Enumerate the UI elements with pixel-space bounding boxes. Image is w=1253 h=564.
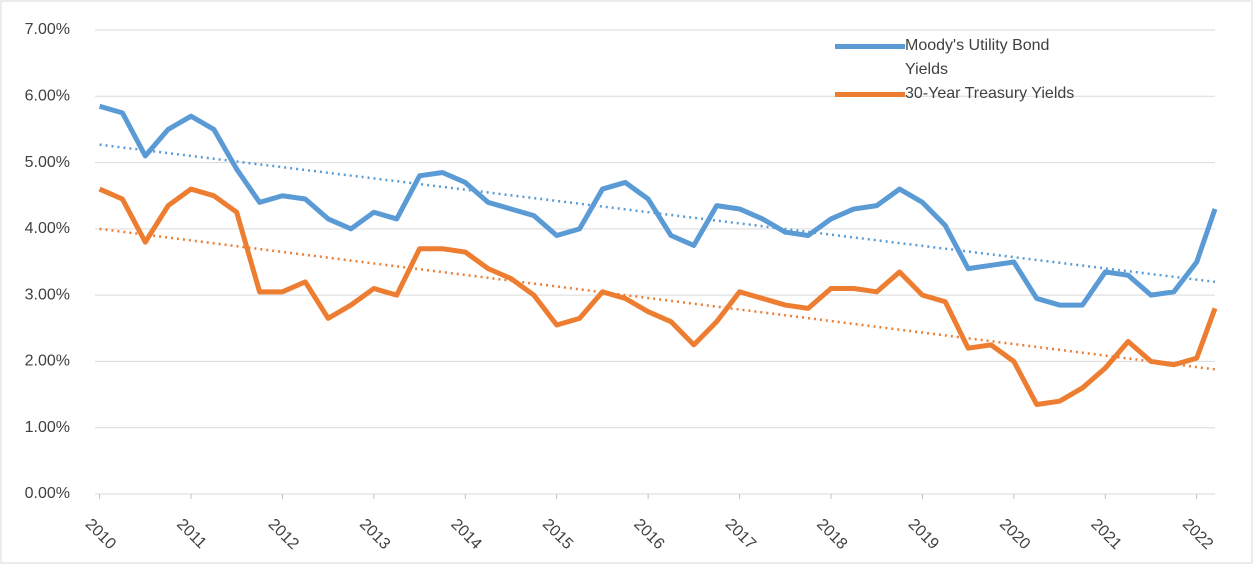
legend-label: Moody's Utility Bond Yields — [905, 37, 1050, 78]
legend-label: 30-Year Treasury Yields — [905, 85, 1075, 102]
x-tick-label: 2015 — [539, 516, 576, 553]
y-tick-label: 4.00% — [25, 220, 70, 237]
legend: Moody's Utility Bond Yields 30-Year Treas… — [835, 34, 1095, 106]
legend-swatch — [835, 92, 905, 97]
x-tick-label: 2012 — [265, 516, 302, 553]
trend-line — [99, 227, 1216, 371]
x-tick-label: 2011 — [173, 516, 209, 552]
y-tick-label: 2.00% — [25, 353, 70, 370]
y-tick-label: 1.00% — [25, 419, 70, 436]
x-tick-label: 2018 — [813, 516, 850, 553]
trend-line — [99, 143, 1216, 284]
legend-item: Moody's Utility Bond Yields — [835, 34, 1095, 82]
y-tick-label: 7.00% — [25, 21, 70, 38]
y-tick-label: 6.00% — [25, 88, 70, 105]
x-tick-label: 2019 — [905, 516, 942, 553]
x-tick-label: 2022 — [1179, 516, 1216, 553]
x-tick-label: 2021 — [1087, 516, 1124, 553]
series-line — [98, 186, 1218, 408]
legend-swatch — [835, 44, 905, 49]
x-tick-label: 2020 — [996, 516, 1033, 553]
x-tick-label: 2017 — [722, 516, 759, 553]
y-tick-label: 5.00% — [25, 154, 70, 171]
legend-item: 30-Year Treasury Yields — [835, 82, 1095, 106]
x-tick-label: 2013 — [356, 516, 393, 553]
y-tick-label: 3.00% — [25, 286, 70, 303]
y-tick-label: 0.00% — [25, 485, 70, 502]
series-line — [98, 103, 1218, 308]
x-tick-label: 2010 — [82, 516, 119, 553]
x-tick-label: 2016 — [630, 516, 667, 553]
x-tick-label: 2014 — [447, 516, 484, 553]
